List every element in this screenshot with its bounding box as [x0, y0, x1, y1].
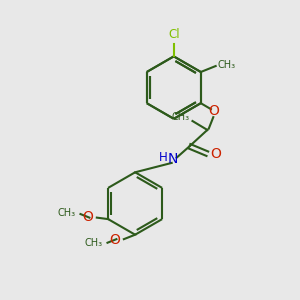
- Text: CH₃: CH₃: [58, 208, 76, 218]
- Text: CH₃: CH₃: [217, 60, 235, 70]
- Text: O: O: [211, 147, 221, 161]
- Text: CH₃: CH₃: [85, 238, 103, 248]
- Text: N: N: [168, 152, 178, 166]
- Text: O: O: [110, 233, 120, 247]
- Text: CH₃: CH₃: [172, 112, 190, 122]
- Text: Cl: Cl: [168, 28, 180, 41]
- Text: H: H: [159, 151, 168, 164]
- Text: O: O: [82, 210, 93, 224]
- Text: O: O: [208, 103, 219, 118]
